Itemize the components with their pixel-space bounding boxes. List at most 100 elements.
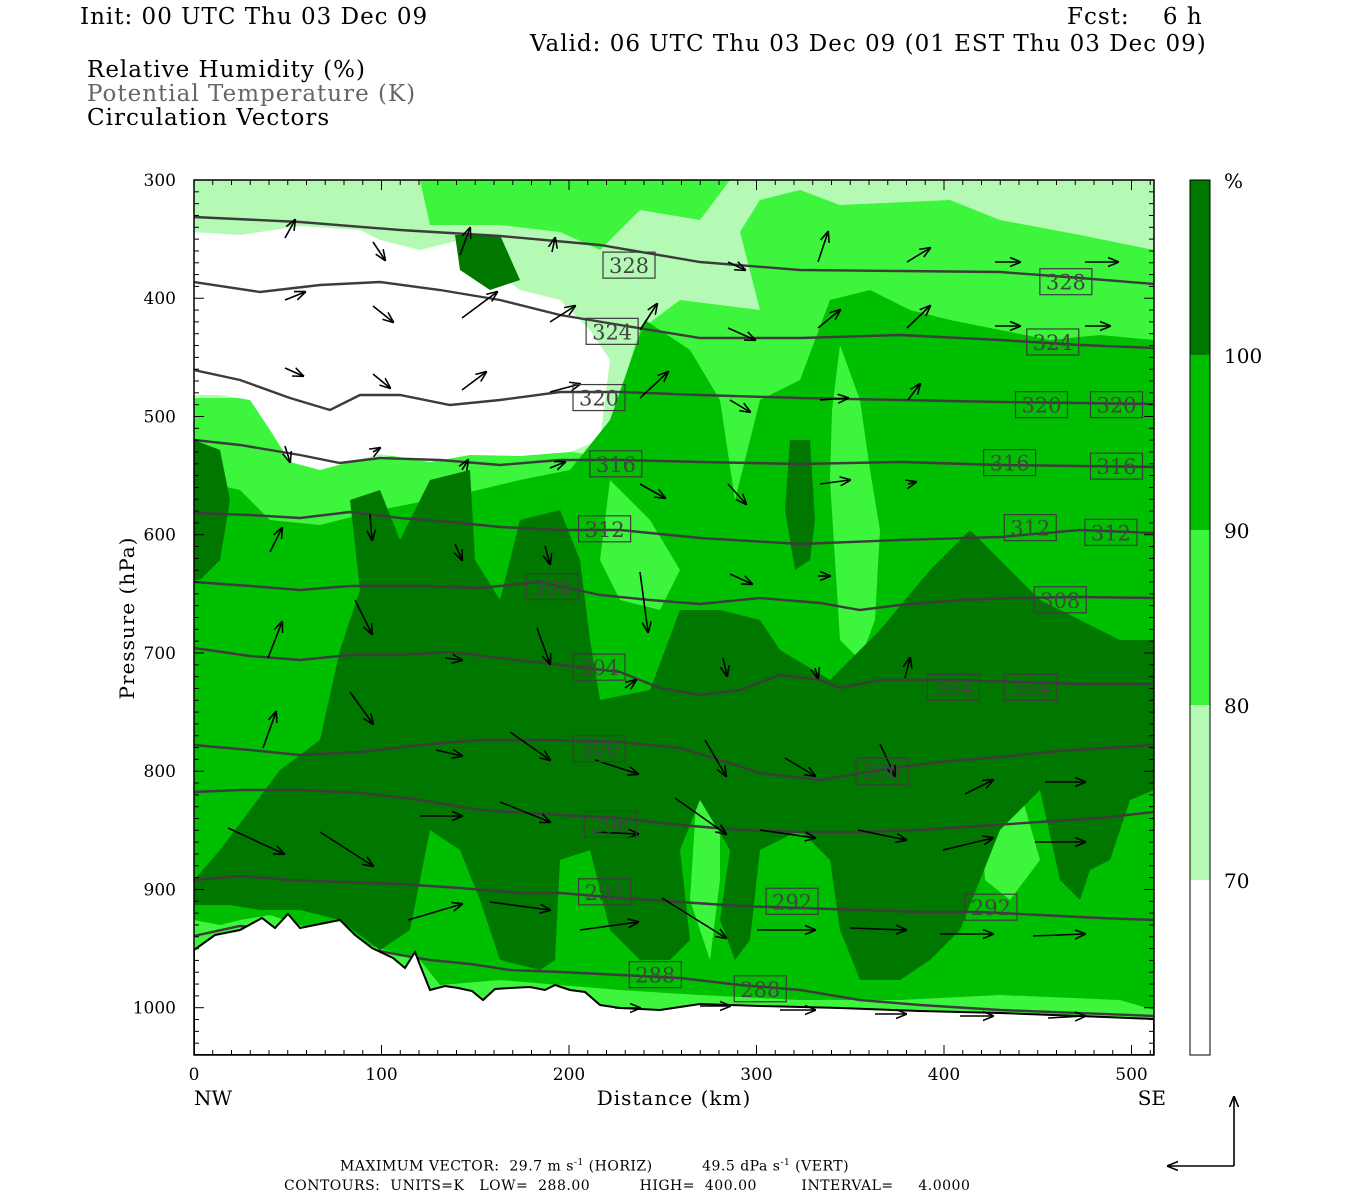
- contour-label: 300: [572, 735, 626, 763]
- circulation-vector: [444, 658, 462, 660]
- field-rh-label: Relative Humidity (%): [87, 57, 366, 83]
- circulation-vector: [319, 831, 373, 866]
- colorbar-segment: [1190, 530, 1210, 705]
- circulation-vector: [727, 262, 745, 270]
- svg-text:304: 304: [933, 676, 973, 700]
- contour-label: 320: [1014, 391, 1069, 419]
- svg-text:316: 316: [596, 453, 636, 477]
- circulation-vector: [284, 220, 295, 239]
- circulation-vector: [906, 306, 930, 329]
- svg-text:308: 308: [532, 576, 572, 600]
- contour-label: 320: [1089, 391, 1144, 419]
- circulation-vector: [267, 622, 282, 659]
- right-end-label: SE: [1138, 1086, 1166, 1110]
- colorbar-tick-label: 90: [1224, 519, 1249, 543]
- svg-text:316: 316: [1096, 455, 1136, 479]
- rh-80-90-stripe-2: [600, 480, 680, 610]
- circulation-vector: [545, 545, 550, 564]
- y-tick-label: 900: [144, 880, 176, 900]
- circulation-vector: [1047, 1016, 1085, 1018]
- contour-label: 316: [983, 449, 1037, 477]
- valid-time: Valid: 06 UTC Thu 03 Dec 09 (01 EST Thu …: [530, 31, 1207, 57]
- colorbar-segment: [1190, 355, 1210, 530]
- svg-text:312: 312: [1010, 517, 1050, 541]
- circulation-vector: [704, 739, 726, 776]
- max-vector-label: MAXIMUM VECTOR: 29.7 m s-1 (HORIZ) 49.5 …: [340, 1158, 850, 1175]
- circulation-vector: [624, 680, 636, 688]
- svg-text:308: 308: [1040, 589, 1080, 613]
- contour-label: 292: [578, 878, 632, 906]
- colorbar-frame: [1189, 179, 1211, 1056]
- contour-label: 320: [572, 383, 626, 412]
- circulation-vector: [817, 232, 828, 263]
- svg-text:300: 300: [862, 760, 902, 784]
- contour-label: 312: [578, 515, 632, 543]
- circulation-vector: [284, 368, 303, 376]
- circulation-vector: [549, 384, 580, 393]
- circulation-vector: [499, 801, 550, 822]
- svg-text:288: 288: [635, 964, 675, 988]
- circulation-vector: [455, 543, 462, 560]
- theta-contour-308: [194, 580, 1154, 612]
- circulation-vector: [819, 480, 850, 484]
- contour-label: 308: [1033, 586, 1087, 614]
- theta-contour-324: [194, 280, 1154, 350]
- rh-100-region-main: [194, 470, 1154, 980]
- contour-label: 316: [589, 450, 643, 478]
- left-end-label: NW: [194, 1086, 233, 1110]
- svg-text:324: 324: [1033, 331, 1073, 355]
- circulation-vector: [372, 241, 385, 260]
- theta-contour-292: [194, 874, 1154, 922]
- colorbar-segment: [1190, 880, 1210, 1055]
- y-axis-title: Pressure (hPa): [115, 537, 139, 700]
- forecast-hour: Fcst: 6 h: [1067, 4, 1203, 30]
- circulation-vector: [594, 832, 638, 834]
- circulation-vector: [729, 399, 750, 412]
- circulation-vector: [639, 483, 665, 498]
- y-tick-label: 800: [144, 762, 176, 782]
- svg-text:320: 320: [1021, 394, 1061, 418]
- circulation-vector: [549, 462, 565, 468]
- circulation-vector: [489, 901, 550, 910]
- colorbar-segment: [1190, 180, 1210, 355]
- y-tick-label: 700: [144, 644, 176, 664]
- y-tick-label: 300: [144, 171, 176, 191]
- svg-text:328: 328: [1046, 271, 1086, 295]
- colorbar-unit: %: [1224, 169, 1243, 193]
- circulation-vector: [373, 448, 380, 452]
- contour-label: 288: [628, 960, 682, 989]
- circulation-vector: [284, 292, 305, 301]
- field-theta-label: Potential Temperature (K): [87, 81, 417, 107]
- circulation-vector: [784, 757, 815, 776]
- contour-label: 324: [1026, 328, 1080, 356]
- y-tick-label: 1000: [133, 999, 176, 1019]
- circulation-vector: [461, 372, 486, 391]
- circulation-vector: [549, 306, 575, 323]
- circulation-vector: [285, 445, 290, 462]
- circulation-vector: [509, 731, 550, 760]
- contour-label: 304: [926, 673, 980, 701]
- circulation-vector: [815, 668, 818, 678]
- contour-label: 292: [964, 893, 1018, 921]
- theta-contour-328: [194, 215, 1154, 286]
- circulation-vector: [759, 829, 815, 838]
- contour-label: 296: [583, 810, 637, 839]
- circulation-vector: [639, 372, 668, 399]
- x-tick-label: 300: [740, 1065, 772, 1085]
- rh-100-column-mid2: [455, 235, 520, 290]
- svg-text:304: 304: [579, 656, 619, 680]
- circulation-vector: [906, 248, 930, 263]
- x-tick-label: 100: [365, 1065, 397, 1085]
- circulation-vector: [819, 398, 848, 400]
- circulation-vector: [727, 483, 746, 504]
- svg-text:328: 328: [609, 254, 649, 278]
- svg-text:292: 292: [971, 896, 1011, 920]
- contour-label: 304: [1003, 673, 1057, 701]
- circulation-vector: [552, 238, 555, 253]
- y-tick-label: 500: [144, 407, 176, 427]
- contour-label: 328: [602, 251, 656, 279]
- circulation-vector: [269, 528, 282, 553]
- reference-vector-icon: [1168, 1097, 1234, 1166]
- svg-text:320: 320: [579, 387, 619, 411]
- contour-label: 312: [1084, 518, 1138, 546]
